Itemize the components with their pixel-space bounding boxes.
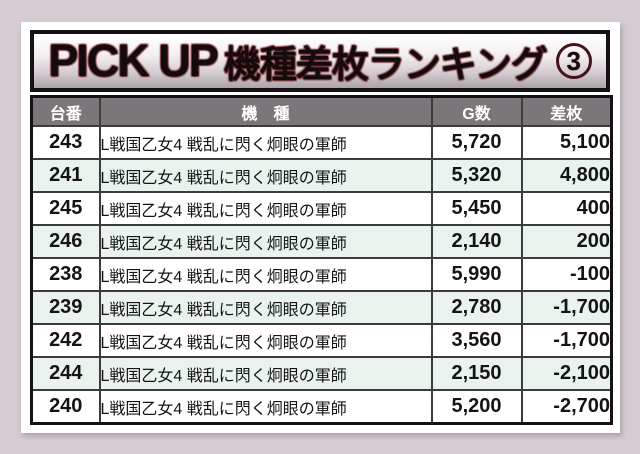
header-row: 台番 機 種 G数 差枚 [30, 95, 613, 127]
cell-machine-number: 239 [30, 290, 101, 325]
title-bar: PICK UP 機種差枚ランキング 3 [30, 30, 610, 92]
cell-machine-number: 240 [30, 389, 101, 425]
ranking-card: PICK UP 機種差枚ランキング 3 台番 機 種 G数 差枚 243 L戦国… [21, 22, 620, 433]
cell-machine-number: 242 [30, 323, 101, 358]
col-header-machine-number: 台番 [30, 95, 101, 127]
cell-game-count: 5,320 [430, 158, 523, 193]
cell-diff-medals: -1,700 [520, 290, 613, 325]
cell-machine-model: L戦国乙女4 戦乱に閃く炯眼の軍師 [98, 224, 433, 259]
table-row: 246 L戦国乙女4 戦乱に閃く炯眼の軍師 2,140 200 [30, 224, 613, 259]
cell-diff-medals: 5,100 [520, 125, 613, 160]
cell-game-count: 5,450 [430, 191, 523, 226]
cell-diff-medals: -2,100 [520, 356, 613, 391]
cell-machine-model: L戦国乙女4 戦乱に閃く炯眼の軍師 [98, 191, 433, 226]
cell-game-count: 5,990 [430, 257, 523, 292]
cell-game-count: 2,780 [430, 290, 523, 325]
cell-machine-model: L戦国乙女4 戦乱に閃く炯眼の軍師 [98, 323, 433, 358]
col-header-machine-model: 機 種 [98, 95, 433, 127]
cell-diff-medals: -1,700 [520, 323, 613, 358]
cell-game-count: 3,560 [430, 323, 523, 358]
cell-diff-medals: 400 [520, 191, 613, 226]
cell-diff-medals: 200 [520, 224, 613, 259]
cell-machine-model: L戦国乙女4 戦乱に閃く炯眼の軍師 [98, 125, 433, 160]
cell-diff-medals: -2,700 [520, 389, 613, 425]
table-row: 242 L戦国乙女4 戦乱に閃く炯眼の軍師 3,560 -1,700 [30, 323, 613, 358]
cell-game-count: 2,140 [430, 224, 523, 259]
cell-machine-model: L戦国乙女4 戦乱に閃く炯眼の軍師 [98, 158, 433, 193]
col-header-diff-medals: 差枚 [520, 95, 613, 127]
cell-machine-model: L戦国乙女4 戦乱に閃く炯眼の軍師 [98, 356, 433, 391]
table-row: 240 L戦国乙女4 戦乱に閃く炯眼の軍師 5,200 -2,700 [30, 389, 613, 425]
table-row: 238 L戦国乙女4 戦乱に閃く炯眼の軍師 5,990 -100 [30, 257, 613, 292]
cell-machine-number: 238 [30, 257, 101, 292]
cell-machine-number: 241 [30, 158, 101, 193]
cell-machine-model: L戦国乙女4 戦乱に閃く炯眼の軍師 [98, 389, 433, 425]
table-body: 243 L戦国乙女4 戦乱に閃く炯眼の軍師 5,720 5,100 241 L戦… [30, 125, 613, 425]
table-row: 239 L戦国乙女4 戦乱に閃く炯眼の軍師 2,780 -1,700 [30, 290, 613, 325]
table-row: 245 L戦国乙女4 戦乱に閃く炯眼の軍師 5,450 400 [30, 191, 613, 226]
cell-machine-number: 245 [30, 191, 101, 226]
cell-machine-number: 244 [30, 356, 101, 391]
circled-number-badge: 3 [555, 43, 592, 79]
cell-machine-number: 246 [30, 224, 101, 259]
cell-machine-model: L戦国乙女4 戦乱に閃く炯眼の軍師 [98, 257, 433, 292]
cell-machine-number: 243 [30, 125, 101, 160]
table-row: 241 L戦国乙女4 戦乱に閃く炯眼の軍師 5,320 4,800 [30, 158, 613, 193]
page-title-latin: PICK UP [48, 35, 219, 86]
cell-game-count: 5,200 [430, 389, 523, 425]
page-title-jp: 機種差枚ランキング [223, 44, 548, 85]
cell-diff-medals: 4,800 [520, 158, 613, 193]
ranking-table: 台番 機 種 G数 差枚 243 L戦国乙女4 戦乱に閃く炯眼の軍師 5,720… [30, 95, 613, 425]
col-header-game-count: G数 [430, 95, 523, 127]
cell-game-count: 2,150 [430, 356, 523, 391]
cell-game-count: 5,720 [430, 125, 523, 160]
table-row: 243 L戦国乙女4 戦乱に閃く炯眼の軍師 5,720 5,100 [30, 125, 613, 160]
cell-diff-medals: -100 [520, 257, 613, 292]
table-row: 244 L戦国乙女4 戦乱に閃く炯眼の軍師 2,150 -2,100 [30, 356, 613, 391]
badge-number: 3 [566, 46, 581, 76]
cell-machine-model: L戦国乙女4 戦乱に閃く炯眼の軍師 [98, 290, 433, 325]
